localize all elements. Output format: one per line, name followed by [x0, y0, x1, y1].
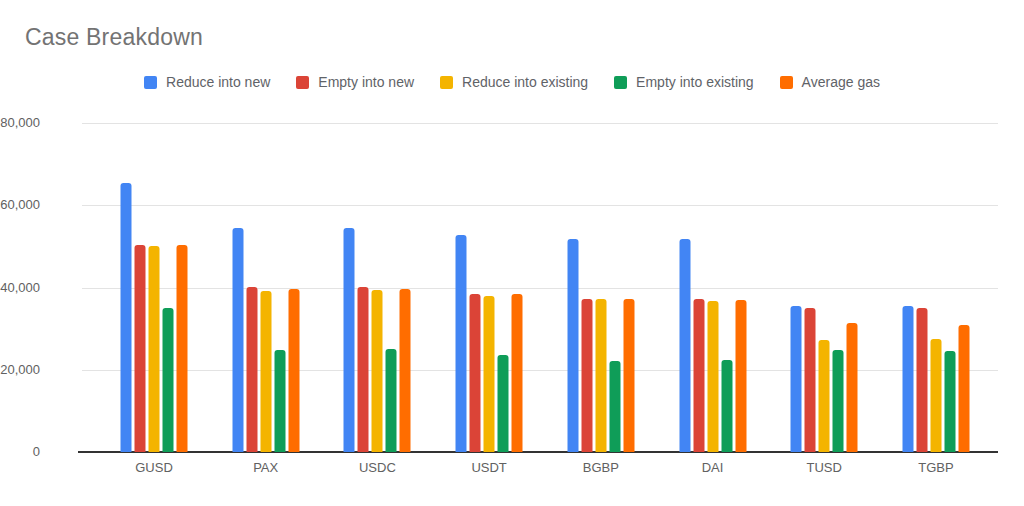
legend-item-reduce-into-existing: Reduce into existing [440, 74, 588, 90]
bar-tgbp-reduce-into-existing [930, 339, 941, 452]
bar-usdc-empty-into-new [358, 287, 369, 452]
bar-usdc-average-gas [400, 289, 411, 452]
bar-dai-reduce-into-new [679, 239, 690, 452]
bar-pax-reduce-into-existing [260, 291, 271, 452]
plot-area: 020,00040,00060,00080,000GUSDPAXUSDCUSDT… [82, 123, 998, 452]
bar-pax-reduce-into-new [232, 228, 243, 452]
bar-gusd-reduce-into-existing [149, 246, 160, 452]
x-axis-tick-label: BGBP [583, 460, 619, 475]
legend-label: Empty into existing [636, 74, 754, 90]
bar-tusd-average-gas [847, 323, 858, 452]
gridline [82, 288, 998, 289]
bar-dai-average-gas [735, 300, 746, 452]
bar-tgbp-average-gas [958, 325, 969, 453]
bar-tusd-reduce-into-new [791, 306, 802, 452]
x-axis-tick-label: USDT [471, 460, 506, 475]
bar-group-usdt [456, 235, 523, 452]
bar-bgbp-empty-into-existing [609, 361, 620, 452]
bar-usdt-empty-into-new [470, 294, 481, 452]
legend: Reduce into new Empty into new Reduce into… [0, 74, 1024, 90]
chart-title: Case Breakdown [25, 24, 203, 51]
bar-dai-empty-into-new [693, 299, 704, 452]
bar-tusd-reduce-into-existing [819, 340, 830, 452]
gridline [82, 370, 998, 371]
bar-usdt-reduce-into-new [456, 235, 467, 452]
legend-label: Average gas [802, 74, 880, 90]
bar-usdc-reduce-into-new [344, 228, 355, 452]
bar-group-gusd [121, 183, 188, 452]
legend-label: Reduce into existing [462, 74, 588, 90]
bar-dai-empty-into-existing [721, 360, 732, 453]
bar-usdt-reduce-into-existing [484, 296, 495, 452]
x-axis-line [78, 451, 998, 453]
bar-tusd-empty-into-existing [833, 350, 844, 452]
bar-group-pax [232, 228, 299, 452]
bar-gusd-reduce-into-new [121, 183, 132, 452]
chart-canvas: { "title": "Case Breakdown", "chart_data… [0, 0, 1024, 506]
bar-group-tusd [791, 306, 858, 452]
bar-tgbp-reduce-into-new [902, 306, 913, 452]
y-axis-tick-label: 60,000 [0, 197, 40, 212]
bar-usdc-empty-into-existing [386, 349, 397, 452]
legend-item-empty-into-new: Empty into new [296, 74, 414, 90]
bar-usdt-empty-into-existing [498, 355, 509, 452]
y-axis-tick-label: 0 [0, 444, 40, 459]
bar-gusd-empty-into-existing [163, 308, 174, 452]
x-axis-tick-label: DAI [702, 460, 724, 475]
bar-group-dai [679, 239, 746, 452]
gridline [82, 123, 998, 124]
y-axis-tick-label: 20,000 [0, 362, 40, 377]
x-axis-tick-label: USDC [359, 460, 396, 475]
gridline [82, 205, 998, 206]
legend-label: Reduce into new [166, 74, 270, 90]
bar-tgbp-empty-into-new [916, 308, 927, 452]
bar-pax-empty-into-new [246, 287, 257, 452]
bar-usdt-average-gas [512, 294, 523, 452]
bar-bgbp-empty-into-new [581, 299, 592, 452]
bar-gusd-average-gas [177, 245, 188, 452]
legend-item-empty-into-existing: Empty into existing [614, 74, 754, 90]
x-axis-tick-label: PAX [253, 460, 278, 475]
bar-tgbp-empty-into-existing [944, 351, 955, 452]
bar-pax-empty-into-existing [274, 350, 285, 452]
x-axis-tick-label: TUSD [806, 460, 841, 475]
bar-gusd-empty-into-new [135, 245, 146, 452]
bar-tusd-empty-into-new [805, 308, 816, 452]
bar-bgbp-reduce-into-new [567, 239, 578, 452]
y-axis-tick-label: 80,000 [0, 115, 40, 130]
y-axis-tick-label: 40,000 [0, 280, 40, 295]
bar-group-bgbp [567, 239, 634, 452]
legend-item-reduce-into-new: Reduce into new [144, 74, 270, 90]
legend-swatch-icon [780, 76, 793, 89]
bar-pax-average-gas [288, 289, 299, 452]
bar-dai-reduce-into-existing [707, 301, 718, 452]
legend-label: Empty into new [318, 74, 414, 90]
x-axis-tick-label: TGBP [918, 460, 953, 475]
legend-swatch-icon [440, 76, 453, 89]
legend-item-average-gas: Average gas [780, 74, 880, 90]
bar-usdc-reduce-into-existing [372, 290, 383, 452]
bar-group-usdc [344, 228, 411, 452]
x-axis-tick-label: GUSD [135, 460, 173, 475]
bar-bgbp-average-gas [623, 299, 634, 452]
legend-swatch-icon [614, 76, 627, 89]
legend-swatch-icon [296, 76, 309, 89]
bar-bgbp-reduce-into-existing [595, 299, 606, 452]
legend-swatch-icon [144, 76, 157, 89]
bar-group-tgbp [902, 306, 969, 452]
